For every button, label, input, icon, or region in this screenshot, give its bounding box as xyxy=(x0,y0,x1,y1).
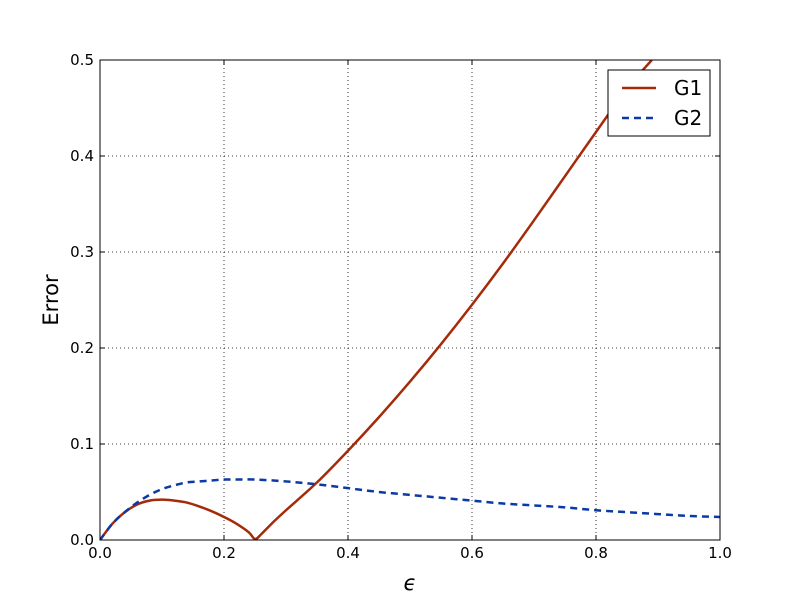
grid-lines xyxy=(100,60,720,540)
legend-box xyxy=(607,69,711,137)
axis-ticks: 0.0 0.2 0.4 0.6 0.8 1.0 0.0 0.1 0.2 0.3 0.4 0.5 xyxy=(70,51,732,562)
legend-label-g1: G1 xyxy=(674,76,702,100)
y-tick-label: 0.5 xyxy=(70,51,94,69)
y-tick-label: 0.0 xyxy=(70,531,94,549)
y-axis-label: Error xyxy=(39,274,63,326)
series-layer xyxy=(100,60,720,540)
x-tick-label: 0.6 xyxy=(460,544,484,562)
legend: G1 G2 xyxy=(607,69,711,137)
x-tick-label: 0.4 xyxy=(336,544,360,562)
x-tick-label: 0.8 xyxy=(584,544,608,562)
x-tick-label: 0.2 xyxy=(212,544,236,562)
series-line-g1 xyxy=(100,60,653,540)
y-tick-label: 0.1 xyxy=(70,435,94,453)
x-tick-label: 1.0 xyxy=(708,544,732,562)
plot-area xyxy=(100,60,720,540)
x-axis-label: ϵ xyxy=(404,571,417,595)
legend-label-g2: G2 xyxy=(674,106,702,130)
y-tick-label: 0.4 xyxy=(70,147,94,165)
y-tick-label: 0.2 xyxy=(70,339,94,357)
x-tick-label: 0.0 xyxy=(88,544,112,562)
y-tick-label: 0.3 xyxy=(70,243,94,261)
plot-frame xyxy=(99,59,721,541)
series-line-g2 xyxy=(100,478,720,540)
